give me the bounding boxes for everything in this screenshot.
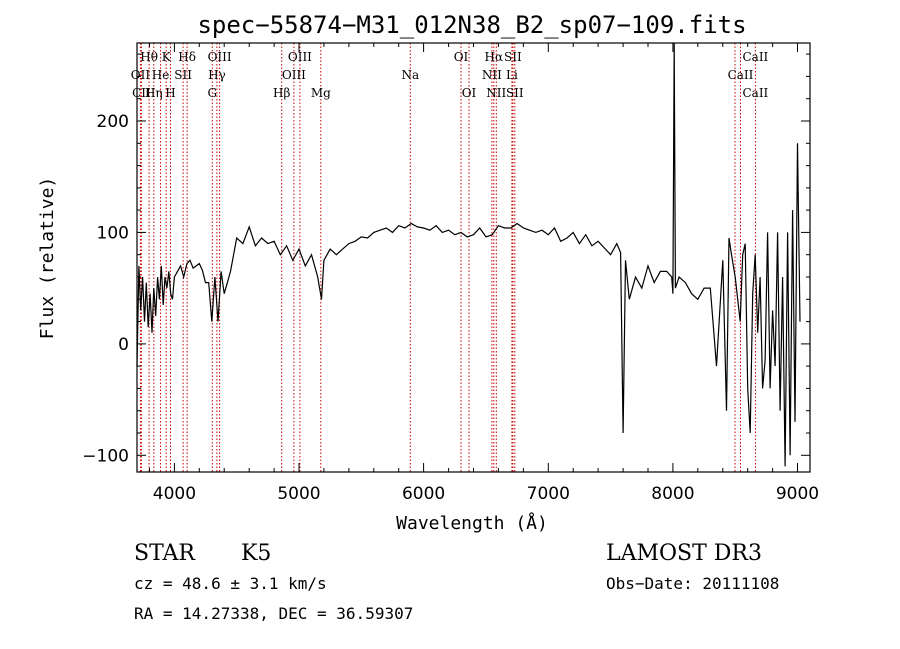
line-label-11: G [208,86,218,100]
y-tick-label: 100 [97,223,129,243]
line-label-7: SII [174,68,192,82]
x-tick-label: 5000 [277,484,320,504]
line-label-6: H [165,86,175,100]
observation-date: Obs−Date: 20111108 [606,574,779,593]
line-label-3: He [152,68,170,82]
x-tick-label: 8000 [651,484,694,504]
survey-name: LAMOST DR3 [606,541,762,566]
sky-coordinates: RA = 14.27338, DEC = 36.59307 [134,604,413,623]
line-label-19: Hα [485,50,504,64]
line-label-5: K [162,50,172,64]
spectrum-series-line [136,42,801,467]
x-tick-label: 9000 [776,484,819,504]
line-label-1: OII [131,68,151,82]
object-class: STAR [134,541,196,566]
line-label-18: OI [462,86,477,100]
line-label-23: Li [506,68,518,82]
line-label-22: SII [504,50,522,64]
x-tick-label: 6000 [402,484,445,504]
y-tick-label: 200 [97,112,129,132]
x-tick-label: 4000 [153,484,196,504]
line-label-4: Hη [145,86,163,100]
y-axis-ticks: −100 0 100 200 [82,53,810,466]
line-label-8: Hδ [178,50,196,64]
line-label-15: Mg [311,86,331,100]
line-label-9: OIII [208,50,232,64]
line-label-20: NII [482,68,502,82]
line-label-24: SII [506,86,524,100]
line-label-25: CaII [742,50,768,64]
line-label-10: Hγ [208,68,226,82]
y-tick-label: 0 [118,335,129,355]
line-label-27: CaII [742,86,768,100]
x-tick-label: 7000 [527,484,570,504]
y-tick-label: −100 [82,446,129,466]
line-label-14: OIII [282,68,306,82]
line-label-0: Hθ [140,50,158,64]
x-axis-label: Wavelength (Å) [396,512,548,534]
redshift-velocity: cz = 48.6 ± 3.1 km/s [134,574,327,593]
line-label-21: NII [486,86,506,100]
y-axis-label: Flux (relative) [37,177,58,340]
object-subclass: K5 [241,541,271,566]
line-label-12: Hβ [273,86,290,100]
line-label-13: OIII [288,50,312,64]
chart-title: spec−55874−M31_012N38_B2_sp07−109.fits [197,11,746,39]
line-label-17: OI [454,50,469,64]
line-label-26: CaII [728,68,754,82]
line-label-16: Na [401,68,419,82]
x-axis-ticks: 4000 5000 6000 7000 8000 9000 [149,43,819,504]
plot-frame [136,42,811,473]
